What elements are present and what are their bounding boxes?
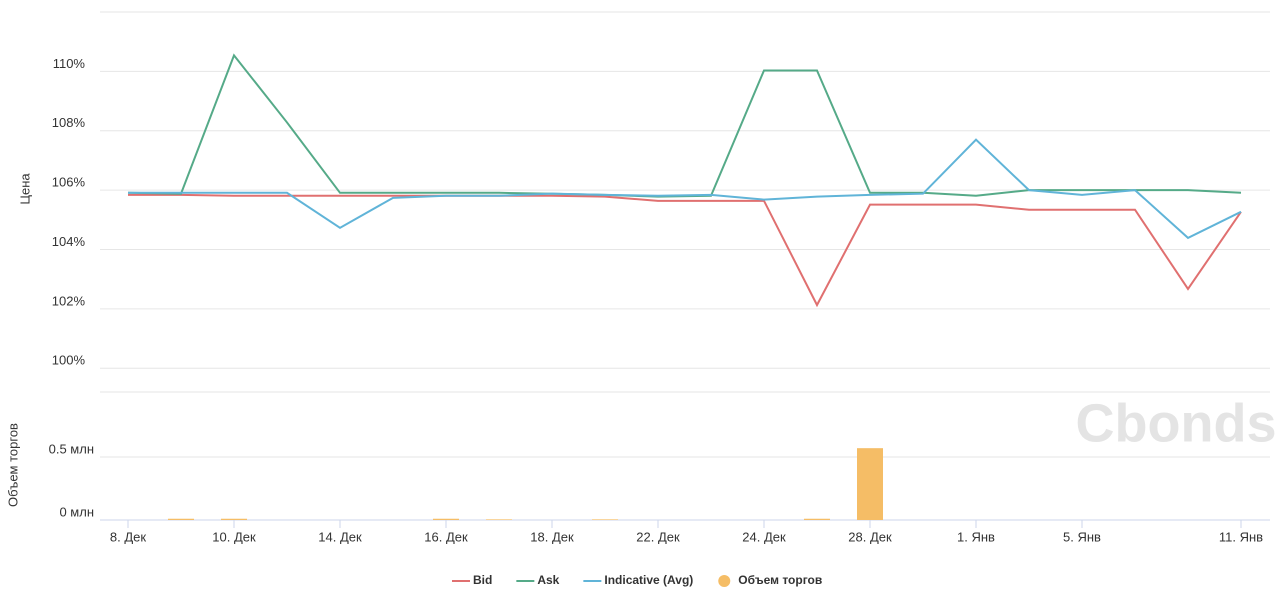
legend-label: Indicative (Avg) xyxy=(604,573,693,587)
x-tick-label: 22. Дек xyxy=(636,529,680,544)
line-series xyxy=(128,193,1242,308)
y-axis-title: Цена xyxy=(17,173,32,205)
legend-symbol xyxy=(718,575,731,587)
bar xyxy=(168,518,194,520)
y-tick-label: 106% xyxy=(52,175,86,190)
y-tick-label: 108% xyxy=(52,115,86,130)
y-tick-label: 110% xyxy=(53,56,86,71)
x-tick-label: 14. Дек xyxy=(318,529,362,544)
y2-tick-label: 0 млн xyxy=(59,504,94,519)
bar xyxy=(221,518,247,520)
x-tick-label: 8. Дек xyxy=(110,529,146,544)
x-tick-label: 28. Дек xyxy=(848,529,892,544)
legend-label: Bid xyxy=(473,573,492,587)
bar xyxy=(804,518,830,520)
line-series xyxy=(127,53,1242,198)
line-series xyxy=(128,138,1242,240)
bar xyxy=(433,518,459,520)
y2-tick-label: 0.5 млн xyxy=(49,441,94,456)
legend-label: Объем торгов xyxy=(738,573,822,587)
y-tick-label: 102% xyxy=(52,293,86,308)
y-tick-label: 100% xyxy=(52,353,86,368)
x-tick-label: 1. Янв xyxy=(957,529,995,544)
watermark: Cbonds xyxy=(1076,393,1277,453)
x-tick-label: 16. Дек xyxy=(424,529,468,544)
bar xyxy=(857,448,883,520)
y-tick-label: 104% xyxy=(52,234,86,249)
bar xyxy=(486,519,512,520)
y2-axis-title: Объем торгов xyxy=(5,423,20,507)
x-tick-label: 18. Дек xyxy=(530,529,574,544)
legend-label: Ask xyxy=(537,573,559,587)
x-tick-label: 11. Янв xyxy=(1219,529,1263,544)
x-tick-label: 10. Дек xyxy=(212,529,256,544)
x-tick-label: 5. Янв xyxy=(1063,529,1101,544)
bar xyxy=(592,519,618,520)
x-tick-label: 24. Дек xyxy=(742,529,786,544)
